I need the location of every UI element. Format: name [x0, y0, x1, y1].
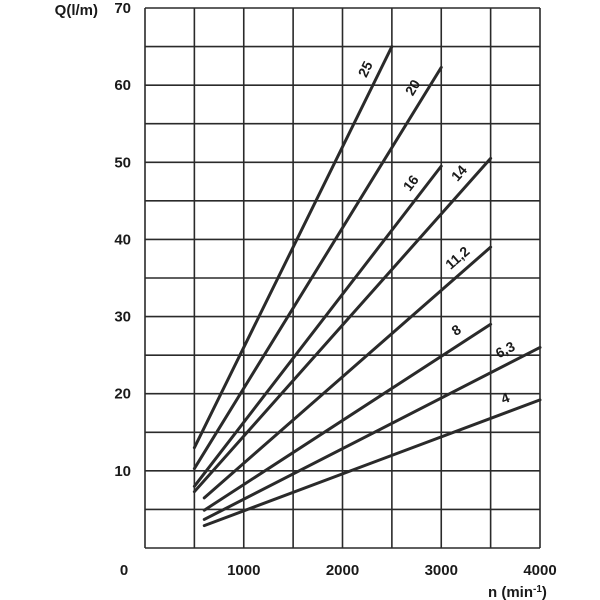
series-label: 8: [449, 321, 464, 339]
series-line: [202, 345, 542, 521]
x-tick-label: 2000: [326, 562, 359, 579]
grid: [144, 7, 541, 549]
x-tick-label: 4000: [523, 562, 556, 579]
series-line: [202, 245, 493, 500]
series-label: 6,3: [493, 338, 518, 361]
series-line: [192, 164, 443, 488]
series-line: [192, 156, 493, 494]
y-tick-labels: 10 20 30 40 50 60 70: [114, 0, 131, 480]
x-axis-title-superscript: -1: [533, 584, 542, 595]
series-label: 20: [402, 76, 424, 98]
y-tick-label: 30: [114, 309, 131, 326]
series-line: [192, 45, 394, 450]
series-line: [192, 65, 443, 471]
x-tick-label: 1000: [227, 562, 260, 579]
series-lines: [192, 45, 542, 528]
x-axis-title-base: n (min: [488, 584, 533, 600]
series-line: [202, 398, 542, 528]
x-tick-label: 3000: [425, 562, 458, 579]
series-label: 4: [499, 389, 512, 407]
x-axis-title: n (min-1): [488, 584, 547, 600]
series-label: 25: [355, 58, 376, 79]
y-tick-label: 20: [114, 386, 131, 403]
origin-label: 0: [120, 562, 128, 579]
y-tick-label: 50: [114, 154, 131, 171]
y-tick-label: 70: [114, 0, 131, 17]
y-tick-label: 10: [114, 463, 131, 480]
series-label: 16: [400, 172, 422, 194]
y-tick-label: 40: [114, 231, 131, 248]
x-tick-labels: 1000 2000 3000 4000: [227, 562, 557, 579]
series-label: 14: [448, 162, 470, 184]
x-axis-title-close: ): [542, 584, 547, 600]
y-axis-title: Q(l/m): [55, 2, 98, 19]
series-line: [202, 322, 493, 512]
y-tick-label: 60: [114, 77, 131, 94]
